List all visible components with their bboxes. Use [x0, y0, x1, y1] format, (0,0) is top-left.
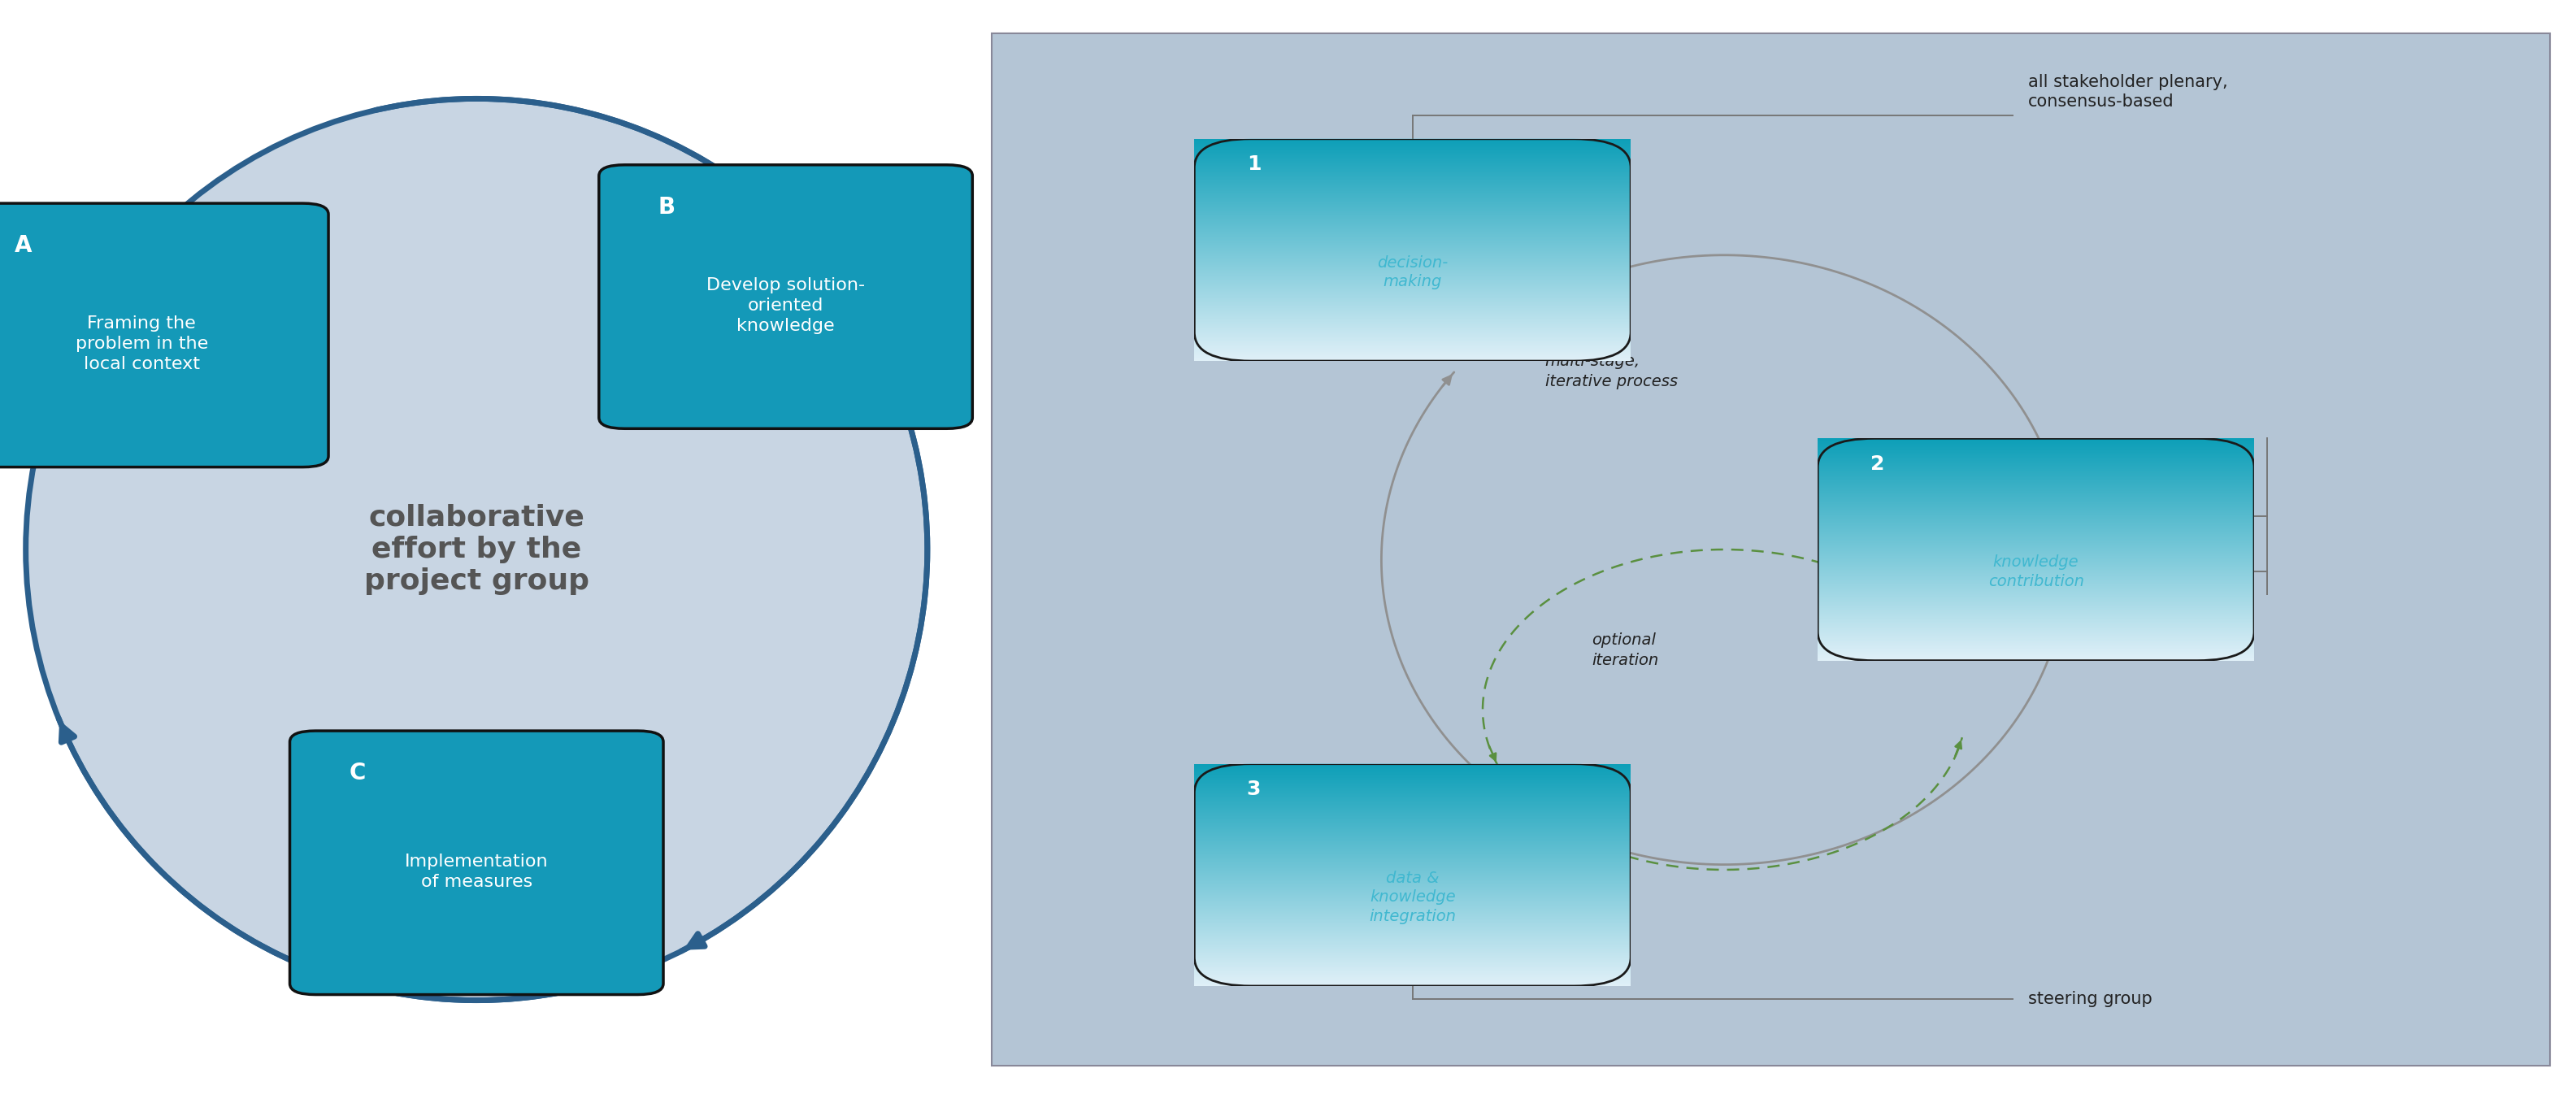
Text: steering group: steering group — [2027, 991, 2154, 1007]
FancyBboxPatch shape — [598, 165, 974, 429]
Text: collaborative
effort by the
project group: collaborative effort by the project grou… — [363, 503, 590, 596]
Text: optional
iteration: optional iteration — [1592, 632, 1659, 668]
Text: non academic
stakeholders: non academic stakeholders — [2027, 475, 2148, 511]
Ellipse shape — [26, 99, 927, 1000]
Text: Implementation
of measures: Implementation of measures — [404, 853, 549, 890]
Text: Develop solution-
oriented
knowledge: Develop solution- oriented knowledge — [706, 277, 866, 334]
Text: B: B — [659, 196, 675, 219]
FancyBboxPatch shape — [289, 731, 665, 995]
Text: A: A — [15, 234, 31, 257]
Text: C: C — [350, 762, 366, 785]
FancyBboxPatch shape — [0, 203, 330, 467]
Text: all stakeholder plenary,
consensus-based: all stakeholder plenary, consensus-based — [2027, 74, 2228, 110]
Text: multi-stage,
iterative process: multi-stage, iterative process — [1546, 353, 1677, 389]
Text: scientists: scientists — [2027, 564, 2107, 580]
FancyBboxPatch shape — [992, 33, 2550, 1066]
Text: Framing the
problem in the
local context: Framing the problem in the local context — [75, 315, 209, 373]
